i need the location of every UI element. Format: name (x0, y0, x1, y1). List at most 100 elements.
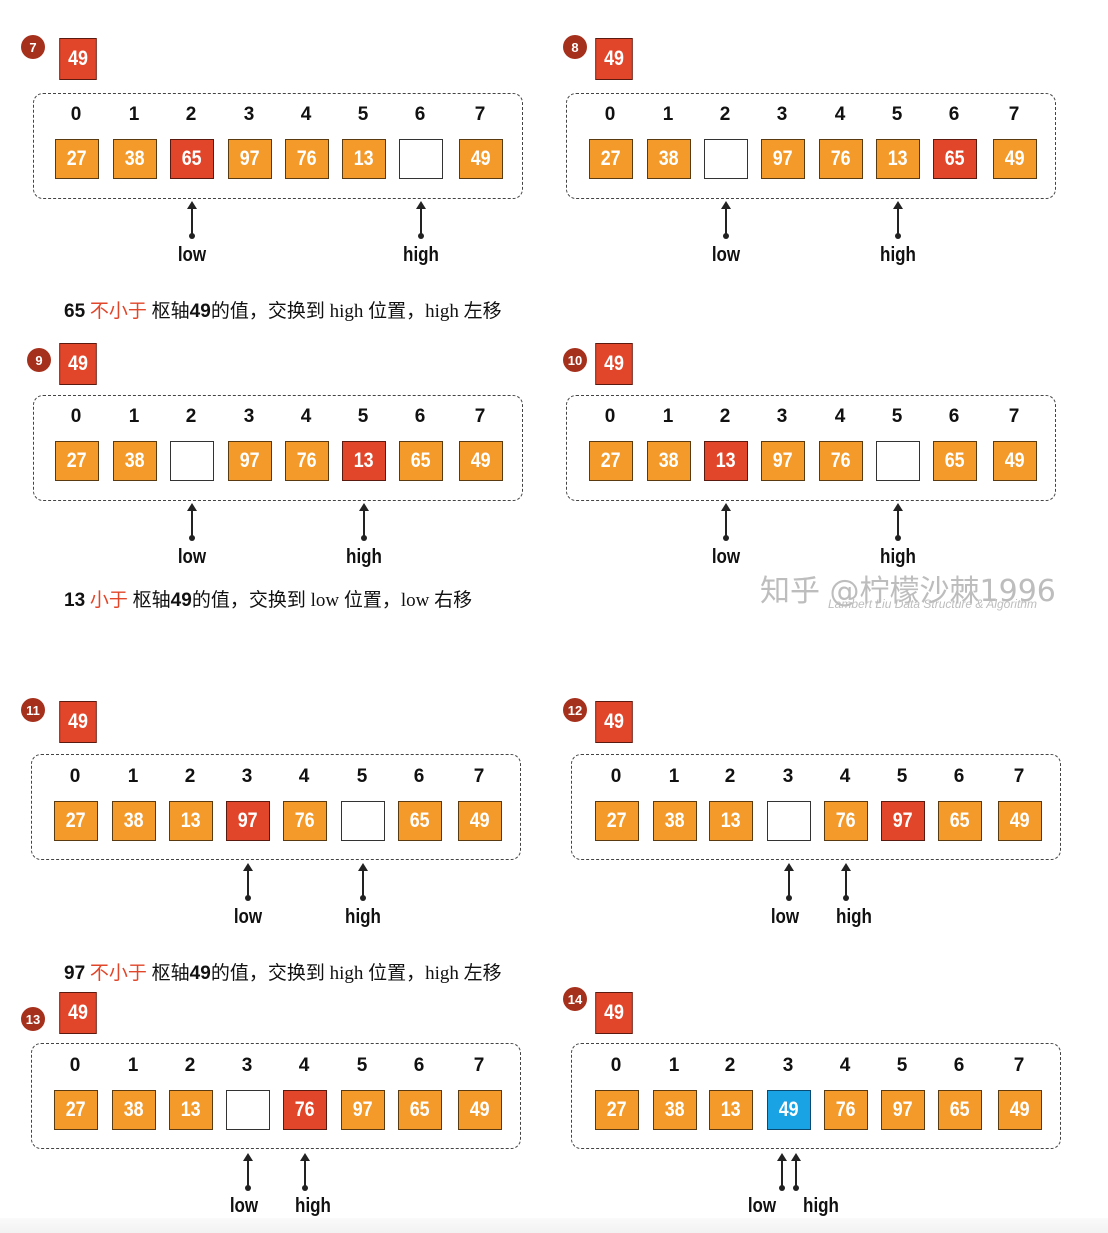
watermark-text: 知乎 @柠檬沙棘1996 (760, 574, 1056, 609)
array-cell: 76 (824, 801, 868, 841)
array-cell (767, 801, 811, 841)
array-index-label: 0 (604, 406, 616, 427)
array-cell-value: 38 (659, 449, 679, 472)
array-index-label: 0 (70, 104, 82, 125)
array-cell: 76 (824, 1090, 868, 1130)
array-frame (31, 1043, 521, 1149)
array-cell (341, 801, 385, 841)
array-cell-value: 76 (297, 147, 317, 170)
low-pointer-arrow (777, 1153, 787, 1191)
array-index-label: 4 (300, 104, 312, 125)
step-number-badge: 11 (21, 698, 45, 722)
array-cell: 49 (458, 1090, 502, 1130)
array-cell-value: 65 (945, 147, 965, 170)
array-cell-value: 76 (836, 809, 856, 832)
array-cell-value: 97 (240, 449, 260, 472)
array-cell: 65 (938, 801, 982, 841)
array-index-label: 4 (839, 1055, 851, 1076)
array-index-label: 7 (1013, 1055, 1025, 1076)
watermark-subtext: Lambert Liu Data Structure & Algorithm (828, 597, 1037, 611)
array-cell: 49 (993, 139, 1037, 179)
array-index-label: 6 (413, 1055, 425, 1076)
array-cell: 13 (709, 1090, 753, 1130)
array-frame (33, 395, 523, 501)
array-cell: 38 (653, 801, 697, 841)
array-cell-value: 65 (950, 809, 970, 832)
array-cell: 49 (459, 441, 503, 481)
array-index-label: 5 (357, 104, 369, 125)
array-cell: 38 (647, 441, 691, 481)
array-cell-value: 97 (353, 1098, 373, 1121)
array-cell: 76 (285, 441, 329, 481)
array-index-label: 7 (474, 406, 486, 427)
array-index-label: 7 (474, 104, 486, 125)
array-index-label: 5 (891, 406, 903, 427)
high-pointer-arrow (358, 863, 368, 901)
array-cell-value: 49 (1005, 449, 1025, 472)
array-cell-value: 38 (124, 809, 144, 832)
array-cell: 27 (595, 1090, 639, 1130)
array-cell-value: 13 (354, 449, 374, 472)
array-index-label: 5 (896, 1055, 908, 1076)
high-pointer-arrow (300, 1153, 310, 1191)
array-cell-value: 27 (607, 1098, 627, 1121)
array-index-label: 1 (127, 766, 139, 787)
array-cell-value: 13 (716, 449, 736, 472)
pivot-value-box: 49 (59, 343, 97, 385)
array-cell: 27 (54, 801, 98, 841)
array-cell: 97 (341, 1090, 385, 1130)
array-index-label: 7 (1013, 766, 1025, 787)
array-cell-value: 76 (295, 1098, 315, 1121)
array-cell: 97 (228, 139, 272, 179)
low-pointer-label: low (177, 244, 207, 266)
array-cell: 38 (112, 1090, 156, 1130)
array-index-label: 7 (473, 1055, 485, 1076)
array-cell: 38 (112, 801, 156, 841)
array-cell-value: 97 (773, 449, 793, 472)
array-index-label: 2 (724, 1055, 736, 1076)
array-cell-value: 49 (1005, 147, 1025, 170)
array-cell: 13 (709, 801, 753, 841)
array-cell-value: 76 (297, 449, 317, 472)
high-pointer-arrow (416, 201, 426, 239)
array-cell-value: 13 (888, 147, 908, 170)
array-index-label: 6 (948, 406, 960, 427)
array-cell: 65 (398, 801, 442, 841)
array-cell: 27 (589, 441, 633, 481)
step-number-badge: 13 (21, 1007, 45, 1031)
step-number-badge: 7 (21, 35, 45, 59)
array-cell: 65 (398, 1090, 442, 1130)
array-cell-value: 65 (182, 147, 202, 170)
low-pointer-arrow (721, 201, 731, 239)
array-cell-value: 49 (1010, 809, 1030, 832)
array-index-label: 2 (719, 406, 731, 427)
array-index-label: 6 (953, 766, 965, 787)
pivot-value-box: 49 (595, 343, 633, 385)
array-index-label: 6 (953, 1055, 965, 1076)
array-index-label: 3 (241, 1055, 253, 1076)
array-index-label: 0 (610, 1055, 622, 1076)
step-number-badge: 9 (27, 348, 51, 372)
array-index-label: 6 (414, 104, 426, 125)
array-cell-value: 49 (779, 1098, 799, 1121)
array-cell-value: 65 (945, 449, 965, 472)
array-cell-value: 97 (240, 147, 260, 170)
array-cell: 76 (819, 139, 863, 179)
array-index-label: 3 (241, 766, 253, 787)
array-index-label: 4 (834, 104, 846, 125)
array-index-label: 5 (891, 104, 903, 125)
array-cell-value: 27 (67, 449, 87, 472)
array-cell: 49 (767, 1090, 811, 1130)
high-pointer-arrow (359, 503, 369, 541)
array-cell-value: 65 (950, 1098, 970, 1121)
array-cell-value: 27 (66, 1098, 86, 1121)
array-cell: 65 (170, 139, 214, 179)
pivot-value-box: 49 (59, 38, 97, 80)
array-frame (566, 93, 1056, 199)
array-index-label: 2 (184, 766, 196, 787)
array-cell (226, 1090, 270, 1130)
array-cell: 65 (933, 139, 977, 179)
array-cell: 38 (113, 441, 157, 481)
array-cell-value: 65 (411, 449, 431, 472)
